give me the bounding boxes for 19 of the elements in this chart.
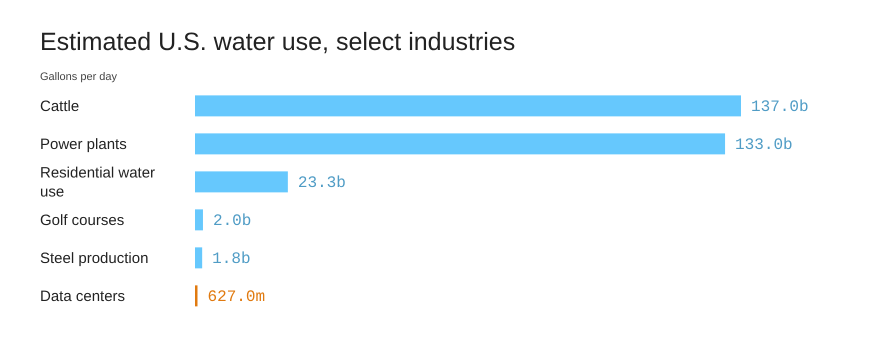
data-label: 137.0b xyxy=(751,98,809,116)
data-label: 133.0b xyxy=(735,136,793,154)
data-label: 1.8b xyxy=(212,250,251,268)
data-label: 23.3b xyxy=(298,174,346,192)
bar xyxy=(195,133,726,154)
bar xyxy=(195,247,202,268)
y-tick-label: Data centers xyxy=(40,288,126,305)
chart-title: Estimated U.S. water use, select industries xyxy=(39,27,516,57)
bar xyxy=(195,95,741,116)
y-tick-label: Residential water use xyxy=(40,164,156,200)
bar xyxy=(195,171,288,192)
y-tick-label: Golf courses xyxy=(40,212,124,229)
y-tick-label: Steel production xyxy=(40,250,148,267)
data-label: 627.0m xyxy=(208,288,266,306)
bar xyxy=(195,209,203,230)
y-tick-label: Power plants xyxy=(40,136,127,153)
text: Gallons per day xyxy=(39,70,118,83)
y-tick-label: Cattle xyxy=(40,98,80,115)
data-label: 2.0b xyxy=(212,212,252,230)
